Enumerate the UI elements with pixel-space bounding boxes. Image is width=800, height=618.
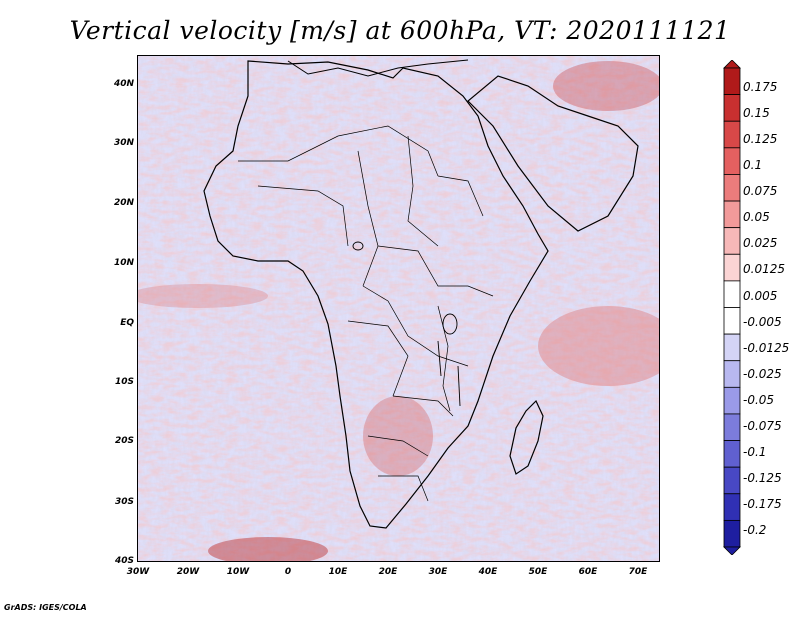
colorbar-segment xyxy=(723,333,741,362)
colorbar-label: 0.005 xyxy=(743,289,778,303)
colorbar-segment xyxy=(723,466,741,495)
lon-label-0: 0 xyxy=(284,567,292,577)
lat-label-30s: 30S xyxy=(114,497,134,507)
colorbar-label: 0.025 xyxy=(743,236,778,250)
updraft-zone-iran xyxy=(553,61,659,111)
europe-coastline xyxy=(287,59,469,77)
lat-label-10s: 10S xyxy=(114,377,134,387)
lakes xyxy=(352,241,461,407)
lat-label-20s: 20S xyxy=(114,436,134,446)
lat-label-10n: 10N xyxy=(113,258,134,268)
lon-label-10e: 10E xyxy=(328,567,348,577)
colorbar-segment xyxy=(723,360,741,388)
colorbar-label: -0.05 xyxy=(743,393,775,407)
lat-label-40s: 40S xyxy=(114,556,134,566)
colorbar-bottom-arrow xyxy=(723,546,741,555)
colorbar-segment xyxy=(723,174,741,202)
lon-label-30e: 30E xyxy=(428,567,448,577)
colorbar-segment xyxy=(723,120,741,149)
updraft-zone-southern-africa xyxy=(363,396,433,476)
lon-label-20e: 20E xyxy=(378,567,398,577)
colorbar-label: 0.15 xyxy=(743,106,770,120)
colorbar-label: -0.0125 xyxy=(743,341,790,355)
colorbar-segment xyxy=(723,253,741,282)
colorbar-label: -0.075 xyxy=(743,419,782,433)
colorbar-segment xyxy=(723,386,741,415)
colorbar-segment xyxy=(723,280,741,308)
lat-label-20n: 20N xyxy=(113,198,134,208)
lon-label-30w: 30W xyxy=(126,567,150,577)
colorbar-segment xyxy=(723,493,741,521)
colorbar-top-arrow xyxy=(723,60,741,69)
lon-label-20w: 20W xyxy=(176,567,200,577)
africa-coastline xyxy=(203,60,549,529)
colorbar-label: -0.175 xyxy=(743,497,782,511)
footer-credit: GrADS: IGES/COLA xyxy=(4,603,87,612)
colorbar-label: 0.125 xyxy=(743,132,778,146)
colorbar-label: 0.1 xyxy=(743,158,763,172)
lat-label-30n: 30N xyxy=(113,138,134,148)
colorbar-segment xyxy=(723,147,741,175)
colorbar-label: 0.175 xyxy=(743,80,778,94)
colorbar-label: -0.2 xyxy=(743,523,767,537)
madagascar-coastline xyxy=(509,399,544,475)
country-borders xyxy=(238,125,494,502)
colorbar-label: 0.0125 xyxy=(743,262,785,276)
lat-label-eq: EQ xyxy=(120,318,134,328)
lon-label-70e: 70E xyxy=(628,567,648,577)
lat-label-40n: 40N xyxy=(113,79,134,89)
colorbar-segment xyxy=(723,519,741,548)
map-panel[interactable] xyxy=(137,55,660,562)
map-canvas xyxy=(138,56,659,561)
colorbar xyxy=(723,60,741,555)
lon-label-10w: 10W xyxy=(226,567,250,577)
updraft-zone-indian-ocean xyxy=(538,306,659,386)
colorbar-label: -0.125 xyxy=(743,471,782,485)
colorbar-segment xyxy=(723,307,741,335)
colorbar-segment xyxy=(723,94,741,122)
colorbar-segment xyxy=(723,227,741,255)
updraft-zone-equatorial-atlantic xyxy=(138,284,268,308)
colorbar-label: 0.05 xyxy=(743,210,770,224)
colorbar-segment xyxy=(723,413,741,441)
lon-label-50e: 50E xyxy=(528,567,548,577)
colorbar-label: 0.075 xyxy=(743,184,778,198)
colorbar-segment xyxy=(723,440,741,468)
updraft-zone-south-atlantic xyxy=(208,537,328,561)
arabia-coastline xyxy=(467,75,639,232)
colorbar-label: -0.025 xyxy=(743,367,782,381)
colorbar-label: -0.005 xyxy=(743,315,782,329)
colorbar-label: -0.1 xyxy=(743,445,767,459)
lon-label-60e: 60E xyxy=(578,567,598,577)
field-texture-red xyxy=(138,56,659,561)
colorbar-segment xyxy=(723,200,741,229)
chart-title: Vertical velocity [m/s] at 600hPa, VT: 2… xyxy=(69,16,731,45)
colorbar-segment xyxy=(723,67,741,96)
lon-label-40e: 40E xyxy=(478,567,498,577)
